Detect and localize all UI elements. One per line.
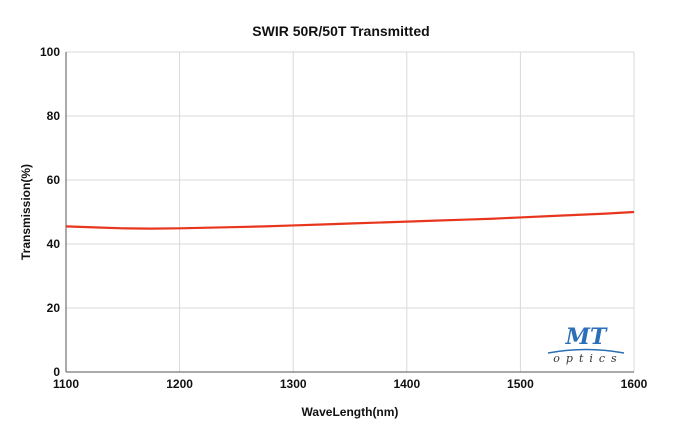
x-tick-label: 1400 <box>393 377 420 391</box>
x-tick-label: 1300 <box>280 377 307 391</box>
x-tick-label: 1500 <box>507 377 534 391</box>
logo-subtext: optics <box>553 352 622 365</box>
y-tick-label: 0 <box>53 365 60 379</box>
x-tick-label: 1200 <box>166 377 193 391</box>
tick-labels: 1100 1200 1300 1400 1500 1600 0 20 40 60 80 100 <box>40 45 648 391</box>
y-axis-label: Transmission(%) <box>19 164 33 260</box>
mt-optics-logo: MT optics <box>547 324 625 365</box>
y-tick-label: 60 <box>47 173 61 187</box>
x-axis-label: WaveLength(nm) <box>302 405 399 419</box>
y-tick-label: 40 <box>47 237 61 251</box>
grid <box>65 51 635 373</box>
logo-swoosh <box>547 348 625 354</box>
logo-mark: MT <box>565 324 608 350</box>
x-tick-label: 1600 <box>621 377 648 391</box>
x-tick-label: 1100 <box>53 377 79 391</box>
y-tick-label: 100 <box>40 45 60 59</box>
chart-title: SWIR 50R/50T Transmitted <box>252 23 429 39</box>
series-line <box>65 210 635 230</box>
series <box>65 210 635 230</box>
y-tick-label: 20 <box>47 301 61 315</box>
axes <box>65 52 634 373</box>
y-tick-label: 80 <box>47 109 61 123</box>
